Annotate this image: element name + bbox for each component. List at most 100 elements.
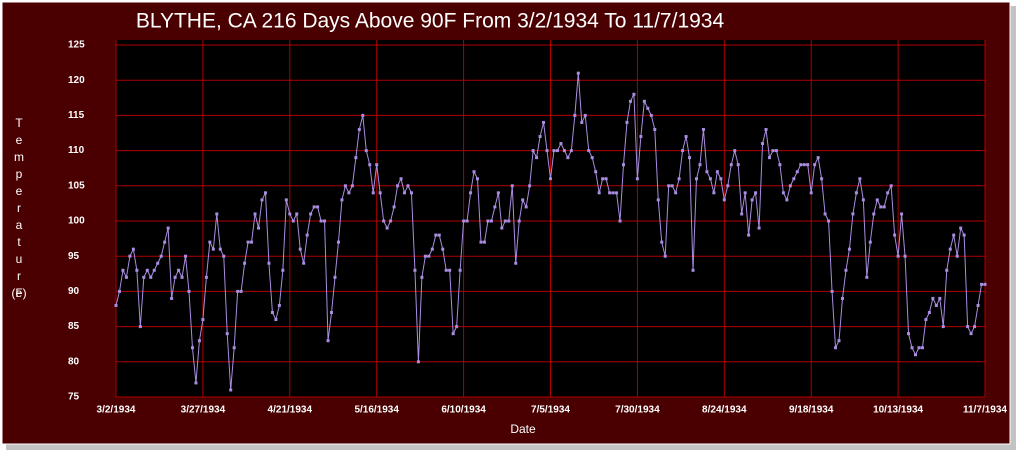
data-point	[333, 275, 337, 279]
data-point	[135, 268, 139, 272]
data-point	[879, 205, 883, 209]
data-point	[295, 212, 299, 216]
data-point	[319, 219, 323, 223]
x-tick-label: 4/21/1934	[268, 405, 313, 416]
data-point	[521, 198, 525, 202]
data-point	[722, 198, 726, 202]
data-point	[938, 296, 942, 300]
data-point	[740, 212, 744, 216]
data-point	[330, 311, 334, 315]
data-point	[323, 219, 327, 223]
data-point	[138, 325, 142, 329]
data-point	[962, 233, 966, 237]
data-point	[580, 120, 584, 124]
data-point	[861, 198, 865, 202]
data-point	[246, 240, 250, 244]
data-point	[190, 346, 194, 350]
data-point	[159, 254, 163, 258]
data-point	[625, 120, 629, 124]
data-point	[635, 177, 639, 181]
x-tick-label: 7/5/1934	[531, 405, 570, 416]
data-point	[448, 268, 452, 272]
data-point	[900, 212, 904, 216]
data-point	[399, 177, 403, 181]
data-point	[799, 163, 803, 167]
x-tick-label: 7/30/1934	[615, 405, 660, 416]
data-point	[257, 226, 261, 230]
data-point	[451, 332, 455, 336]
data-point	[754, 191, 758, 195]
data-point	[552, 149, 556, 153]
data-point	[284, 198, 288, 202]
data-point	[621, 163, 625, 167]
data-point	[482, 240, 486, 244]
data-point	[681, 149, 685, 153]
y-axis-label: Temperature	[12, 116, 26, 303]
data-point	[392, 205, 396, 209]
data-point	[218, 247, 222, 251]
data-point	[336, 240, 340, 244]
data-point	[642, 99, 646, 103]
data-point	[587, 149, 591, 153]
data-point	[973, 325, 977, 329]
data-point	[698, 163, 702, 167]
data-point	[312, 205, 316, 209]
x-tick-label: 8/24/1934	[702, 405, 747, 416]
data-point	[670, 184, 674, 188]
y-tick-label: 90	[68, 286, 80, 297]
data-point	[788, 184, 792, 188]
x-tick-label: 5/16/1934	[354, 405, 399, 416]
data-point	[820, 177, 824, 181]
data-point	[243, 261, 247, 265]
data-point	[204, 275, 208, 279]
data-point	[496, 191, 500, 195]
data-point	[705, 170, 709, 174]
data-point	[500, 226, 504, 230]
data-point	[719, 177, 723, 181]
data-point	[326, 339, 330, 343]
data-point	[771, 149, 775, 153]
data-point	[542, 120, 546, 124]
data-point	[225, 332, 229, 336]
data-point	[886, 191, 890, 195]
data-point	[983, 282, 987, 286]
data-point	[955, 254, 959, 258]
data-point	[767, 156, 771, 160]
data-point	[924, 318, 928, 322]
data-point	[868, 240, 872, 244]
data-point	[733, 149, 737, 153]
data-point	[163, 240, 167, 244]
data-point	[934, 303, 938, 307]
data-point	[875, 198, 879, 202]
data-point	[507, 219, 511, 223]
data-point	[834, 346, 838, 350]
data-point	[854, 191, 858, 195]
data-point	[455, 325, 459, 329]
data-point	[809, 191, 813, 195]
data-point	[844, 268, 848, 272]
data-point	[618, 219, 622, 223]
data-point	[427, 254, 431, 258]
y-tick-label: 80	[68, 356, 80, 367]
data-point	[128, 254, 132, 258]
data-point	[253, 212, 257, 216]
x-tick-label: 6/10/1934	[441, 405, 486, 416]
data-point	[291, 219, 295, 223]
data-point	[691, 268, 695, 272]
data-point	[632, 92, 636, 96]
data-point	[517, 219, 521, 223]
data-point	[145, 268, 149, 272]
data-point	[131, 247, 135, 251]
data-point	[601, 177, 605, 181]
data-point	[260, 198, 264, 202]
data-point	[222, 254, 226, 258]
data-point	[907, 332, 911, 336]
data-point	[156, 261, 160, 265]
y-tick-label: 105	[68, 180, 85, 191]
data-point	[927, 311, 931, 315]
y-tick-label: 85	[68, 321, 80, 332]
data-point	[184, 254, 188, 258]
data-point	[124, 275, 128, 279]
data-point	[489, 219, 493, 223]
data-point	[121, 268, 125, 272]
